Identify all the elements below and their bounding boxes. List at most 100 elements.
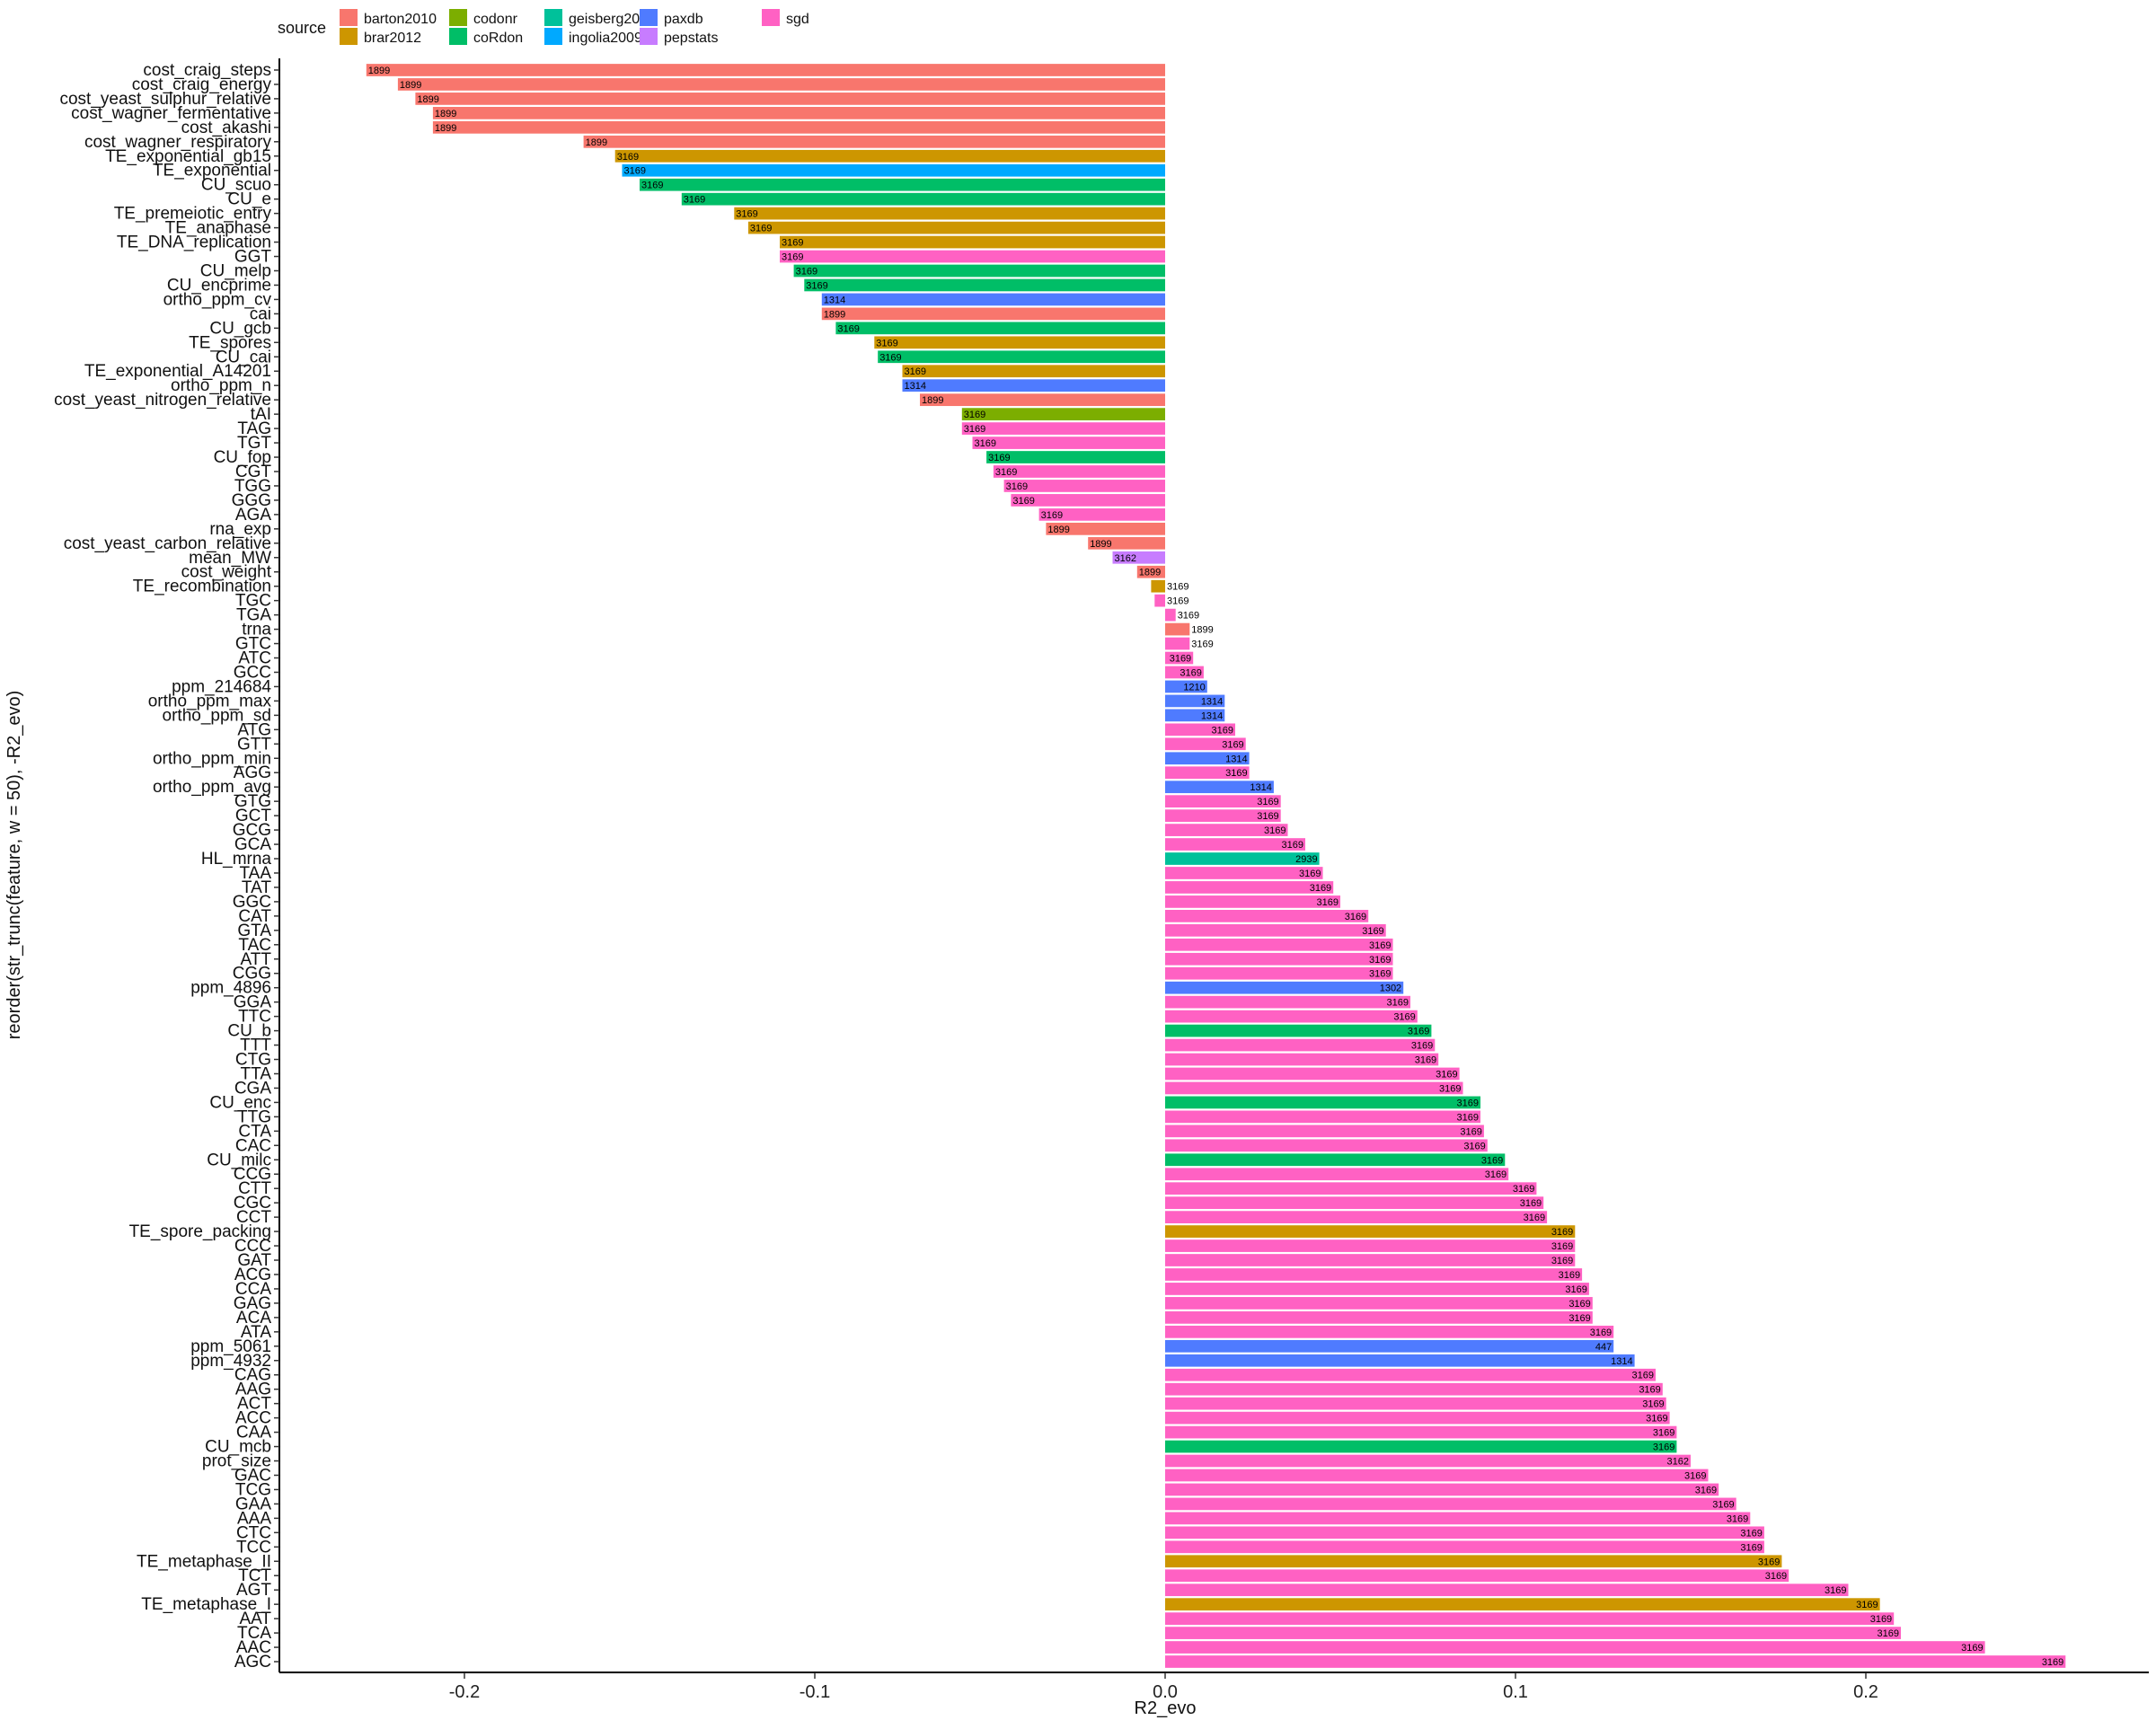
count-label: 3169 (1408, 1027, 1429, 1037)
y-tick-label: cost_wagner_fermentative (71, 104, 271, 123)
y-tick-label: TCC (236, 1538, 271, 1557)
y-tick-label: TE_exponential (153, 162, 271, 181)
bar-rna_exp (1046, 522, 1165, 535)
bar-CTA (1165, 1125, 1484, 1138)
bar-TAA (1165, 867, 1323, 879)
count-label: 1899 (400, 80, 421, 91)
y-tick-label: CCA (235, 1280, 271, 1299)
bar-CCC (1165, 1239, 1576, 1252)
y-tick-label: CTC (236, 1523, 271, 1542)
count-label: 3169 (1740, 1542, 1762, 1553)
legend-key-ingolia2009 (544, 28, 562, 45)
y-tick-label: AGG (234, 763, 271, 782)
y-tick-label: TTG (237, 1107, 271, 1126)
y-tick-label: cai (250, 304, 271, 323)
legend-label: codonr (473, 12, 518, 27)
y-tick-label: GTG (234, 792, 271, 811)
count-label: 1314 (1250, 782, 1271, 793)
bar-ATG (1165, 723, 1235, 737)
bar-cost_wagner_fermentative (432, 107, 1165, 119)
bar-TCC (1165, 1540, 1764, 1554)
count-label: 1899 (368, 66, 390, 76)
y-tick-label: CAC (235, 1136, 271, 1155)
count-label: 1210 (1183, 682, 1205, 692)
count-label: 3169 (1439, 1083, 1461, 1094)
bar-AAG (1165, 1382, 1663, 1396)
count-label: 3169 (624, 166, 646, 177)
count-label: 3169 (750, 224, 772, 234)
count-label: 3169 (1167, 596, 1188, 607)
count-label: 3169 (1264, 825, 1286, 836)
bar-TAG (961, 422, 1165, 435)
y-axis-title: reorder(str_trunc(feature, w = 50), -R2_… (4, 691, 24, 1040)
y-tick-label: TAA (239, 864, 271, 883)
bar-TE_metaphase_II (1165, 1555, 1782, 1568)
count-label: 3169 (1411, 1041, 1433, 1052)
bar-CGA (1165, 1081, 1463, 1095)
count-label: 3169 (1006, 481, 1028, 492)
bar-tAI (961, 408, 1165, 420)
bar-cost_wagner_respiratory (583, 135, 1165, 148)
count-label: 1899 (1191, 625, 1213, 636)
count-label: 3169 (1765, 1571, 1787, 1582)
count-label: 3169 (1639, 1385, 1660, 1396)
bar-TTC (1165, 1010, 1418, 1023)
legend-key-coRdon (449, 28, 467, 45)
count-label: 3169 (1481, 1155, 1503, 1166)
bar-GAT (1165, 1254, 1576, 1266)
legend-label: geisberg2014 (569, 12, 656, 27)
y-tick-label: GAG (234, 1294, 271, 1313)
count-label: 3169 (1257, 811, 1278, 822)
bar-TGT (972, 437, 1165, 449)
legend-key-brar2012 (340, 28, 358, 45)
count-label: 1314 (1201, 710, 1223, 721)
y-tick-label: CAT (238, 907, 271, 926)
y-tick-label: ortho_ppm_max (148, 692, 272, 710)
bar-GAC (1165, 1469, 1709, 1482)
y-tick-label: CTG (235, 1051, 271, 1070)
bar-GCA (1165, 838, 1305, 851)
bar-GTT (1165, 737, 1246, 751)
count-label: 3169 (1961, 1643, 1983, 1654)
x-axis-title: R2_evo (1135, 1698, 1197, 1718)
y-tick-label: ortho_ppm_cv (163, 290, 272, 309)
count-label: 3169 (1485, 1169, 1507, 1180)
count-label: 3169 (1653, 1442, 1674, 1453)
count-label: 3169 (641, 181, 663, 191)
count-label: 3169 (782, 238, 803, 249)
count-label: 1314 (1201, 696, 1223, 707)
count-label: 3169 (1740, 1528, 1762, 1539)
count-label: 1314 (905, 381, 926, 392)
bar-ortho_ppm_avg (1165, 781, 1274, 794)
count-label: 3169 (1299, 869, 1321, 879)
y-tick-label: TAT (242, 878, 271, 897)
bar-CU_gcb (835, 322, 1165, 335)
bar-ppm_4932 (1165, 1354, 1635, 1367)
bar-CU_melp (793, 264, 1165, 278)
count-label: 3169 (1642, 1399, 1664, 1410)
y-tick-label: TE_recombination (133, 578, 271, 596)
y-tick-label: TGA (236, 606, 271, 625)
legend-key-pepstats (640, 28, 658, 45)
count-label: 3169 (964, 424, 985, 435)
y-tick-label: CCC (234, 1237, 271, 1256)
bar-CAC (1165, 1139, 1488, 1152)
y-tick-label: GTT (237, 735, 271, 754)
y-tick-label: CU_mcb (205, 1438, 271, 1457)
y-tick-label: TE_exponential_A14201 (84, 362, 271, 381)
count-label: 3169 (1180, 667, 1201, 678)
count-label: 3169 (1167, 582, 1188, 593)
y-tick-label: TE_metaphase_I (141, 1595, 271, 1614)
bar-CGG (1165, 966, 1393, 980)
y-tick-label: ppm_5061 (190, 1337, 271, 1356)
count-label: 3169 (1310, 883, 1331, 894)
y-tick-label: cost_craig_energy (132, 75, 272, 94)
count-label: 3169 (2042, 1657, 2063, 1668)
bar-GCG (1165, 824, 1288, 836)
bar-cost_craig_steps (366, 64, 1165, 76)
count-label: 3169 (1559, 1270, 1580, 1281)
y-tick-label: CCG (234, 1165, 271, 1184)
legend-label: barton2010 (364, 12, 437, 27)
bar-GAG (1165, 1297, 1593, 1310)
y-tick-label: CU_cai (216, 348, 271, 366)
